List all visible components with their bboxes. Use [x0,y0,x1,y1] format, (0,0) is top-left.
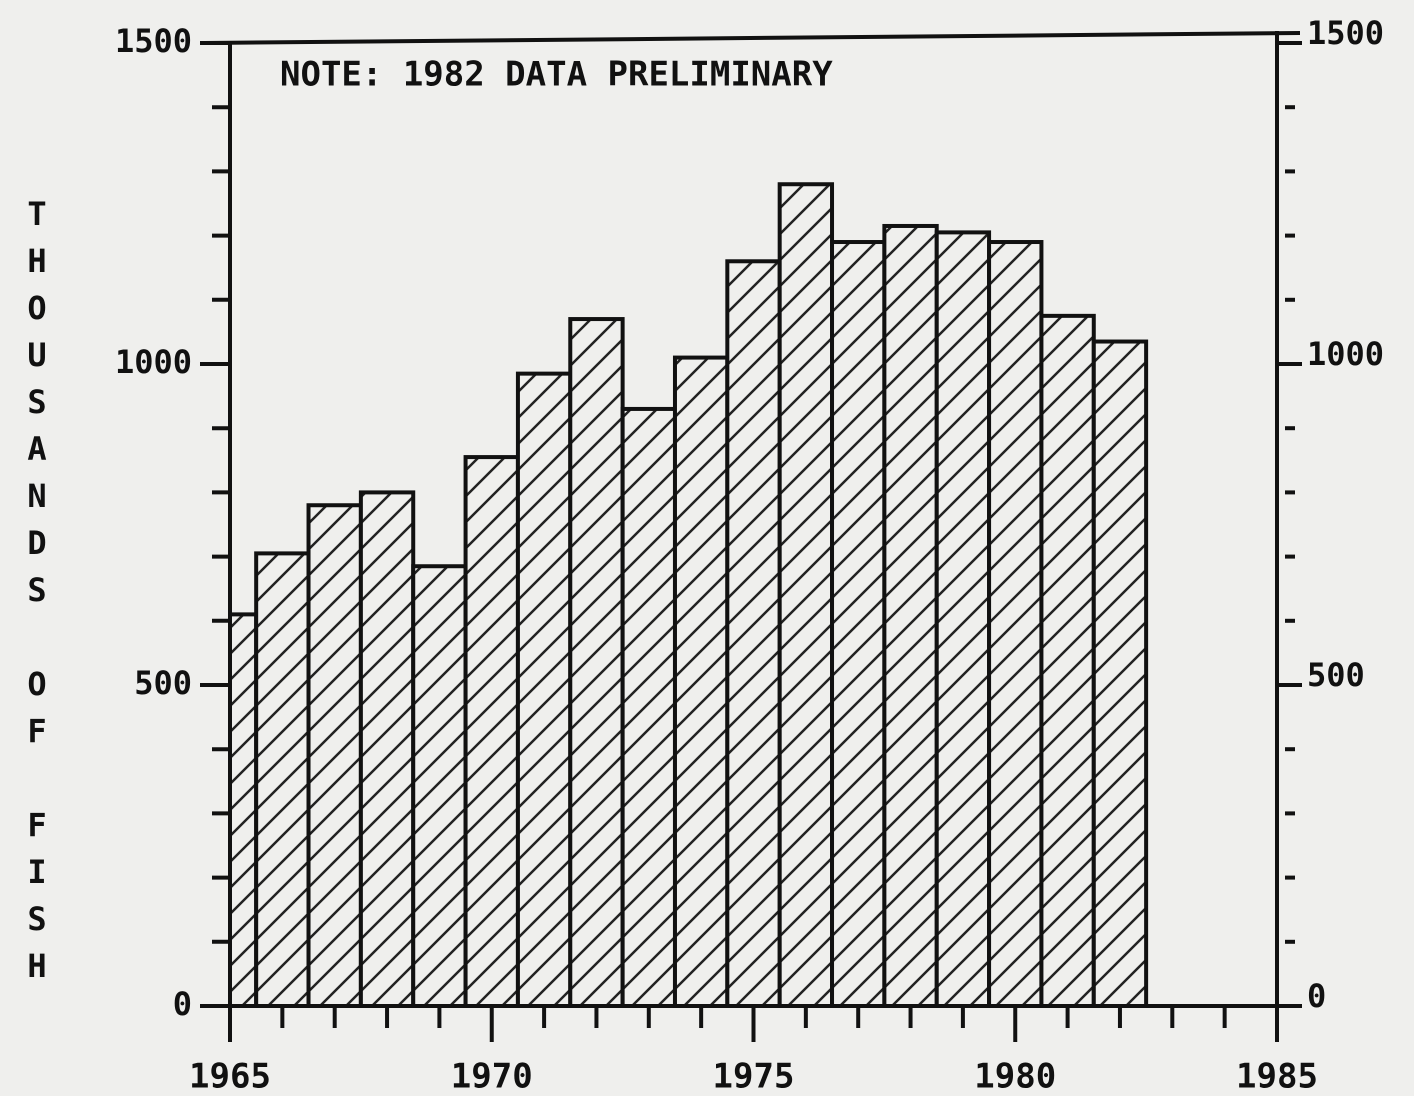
bar [358,490,416,1008]
bar [934,230,992,1008]
bar [987,240,1044,1008]
bar [1039,313,1096,1009]
y2-tick-label: 1000 [1307,335,1384,373]
x-tick-label: 1980 [974,1057,1056,1096]
top-border [204,31,1301,45]
y-axis-label: THOUSANDS OF FISH [18,195,56,994]
bar [463,455,520,1008]
x-tick-label: 1975 [713,1057,795,1096]
bar [620,406,677,1008]
x-tick-label: 1985 [1236,1057,1318,1096]
bar [411,564,468,1008]
bar [306,503,363,1008]
y2-tick-label: 500 [1307,656,1365,694]
y-tick-label: 500 [134,664,192,702]
bar [777,182,835,1009]
x-tick-label: 1965 [189,1057,271,1096]
y-tick-label: 1000 [115,343,192,381]
x-tick-label: 1970 [451,1057,533,1096]
y2-tick-label: 0 [1307,977,1326,1015]
annotation: NOTE: 1982 DATA PRELIMINARY [280,55,833,95]
bar [672,355,730,1008]
bar [515,371,573,1008]
y-tick-label: 1500 [115,22,192,60]
y2-tick-label: 1500 [1307,14,1384,52]
bar [568,317,625,1008]
bar [1091,339,1149,1008]
bar [830,240,887,1008]
bar [725,259,782,1008]
y-tick-label: 0 [173,985,192,1023]
bar [882,223,939,1009]
bar [254,551,311,1008]
